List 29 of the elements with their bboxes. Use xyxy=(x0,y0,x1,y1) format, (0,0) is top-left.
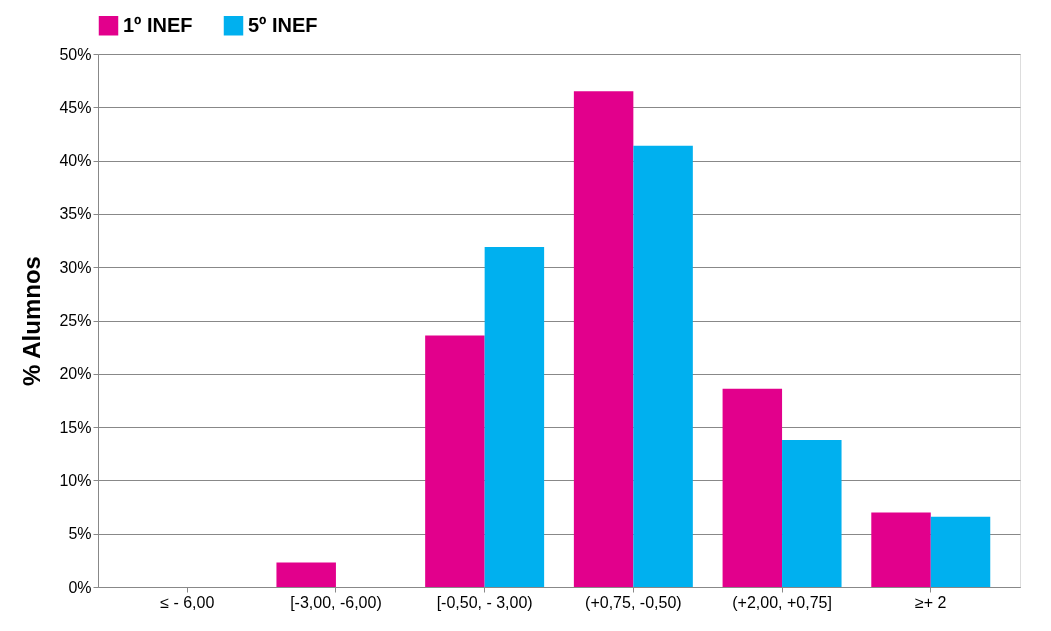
bar xyxy=(871,512,931,587)
y-tick-label: 10% xyxy=(59,471,92,489)
y-tick-label: 45% xyxy=(59,98,92,116)
y-tick-label: 25% xyxy=(59,312,92,329)
x-tick-label: [-3,00, -6,00) xyxy=(290,593,382,611)
y-tick-label: 0% xyxy=(68,578,92,596)
bar xyxy=(930,516,991,587)
bar xyxy=(782,439,842,587)
y-tick-label: 40% xyxy=(59,152,92,170)
bar xyxy=(633,145,693,587)
legend-label: 1º INEF xyxy=(123,13,193,36)
bar xyxy=(425,335,485,587)
x-tick-label: (+2,00, +0,75] xyxy=(732,593,832,611)
bar xyxy=(573,91,634,587)
legend-label: 5º INEF xyxy=(248,13,318,36)
y-tick-label: 15% xyxy=(59,418,92,436)
y-axis-title: % Alumnos xyxy=(18,256,46,386)
x-tick-label: (+0,75, -0,50) xyxy=(585,593,682,611)
bar xyxy=(484,246,545,587)
y-tick-label: 30% xyxy=(59,258,92,276)
bar xyxy=(276,562,336,587)
x-tick-label: ≤ - 6,00 xyxy=(160,593,215,611)
y-tick-label: 20% xyxy=(59,365,92,383)
bar xyxy=(722,388,783,587)
y-tick-label: 35% xyxy=(59,205,92,223)
y-tick-label: 5% xyxy=(68,525,92,543)
y-tick-label: 50% xyxy=(59,45,92,63)
x-tick-label: [-0,50, - 3,00) xyxy=(436,593,533,611)
x-tick-label: ≥+ 2 xyxy=(915,593,947,611)
